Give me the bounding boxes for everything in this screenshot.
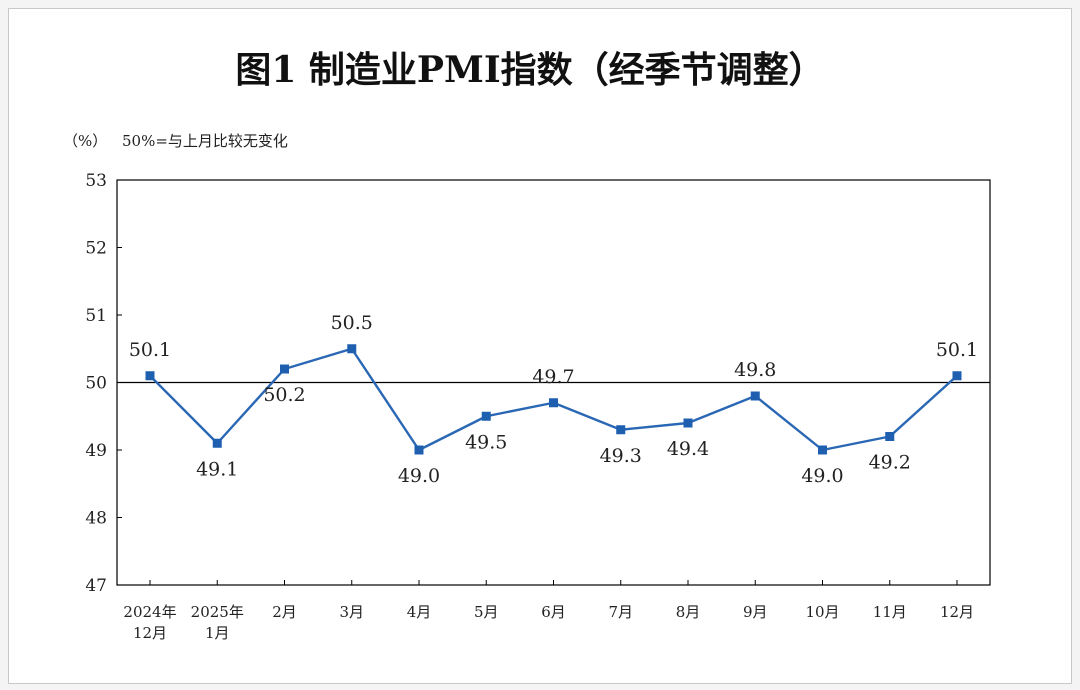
y-tick-label: 50	[85, 374, 107, 394]
data-label: 49.3	[600, 445, 642, 467]
data-point-marker	[616, 425, 626, 435]
x-tick-label: 4月	[407, 603, 432, 621]
x-tick-label: 9月	[743, 603, 768, 621]
data-label: 50.1	[129, 339, 171, 361]
y-tick-label: 49	[85, 441, 107, 461]
data-label: 50.2	[263, 384, 305, 406]
data-label: 50.5	[331, 312, 373, 334]
data-point-marker	[818, 445, 827, 455]
data-point-marker	[952, 371, 962, 381]
x-tick-label: 11月	[873, 603, 907, 621]
x-axis-ticks: 2024年 12月 2025年 1月 2月 3月 4月 5月 6月 7月 8月 9月 10月 11月 12月	[123, 580, 974, 642]
x-tick-label: 2月	[272, 603, 297, 621]
data-point-marker	[481, 411, 491, 421]
x-tick-label: 10月	[805, 603, 839, 621]
y-tick-label: 52	[85, 239, 107, 259]
data-labels: 50.1 49.1 50.2 50.5 49.0 49.5 49.7 49.3 49.4 49.8…	[129, 312, 978, 487]
x-tick-label: 2024年	[123, 603, 176, 621]
data-label: 49.2	[869, 452, 911, 474]
y-tick-label: 47	[85, 576, 107, 596]
chart-frame	[8, 8, 1072, 684]
x-tick-label: 3月	[339, 603, 364, 621]
reference-note: 50%=与上月比较无变化	[122, 132, 288, 150]
data-point-marker	[212, 438, 222, 448]
x-tick-label: 12月	[133, 624, 167, 642]
x-tick-label: 7月	[608, 603, 633, 621]
data-point-marker	[750, 391, 760, 401]
data-label: 50.1	[936, 339, 978, 361]
y-axis-unit-label: （%）	[63, 132, 107, 150]
data-label: 49.5	[465, 431, 507, 453]
data-point-marker	[549, 398, 558, 408]
data-label: 49.0	[398, 465, 440, 487]
data-point-marker	[280, 364, 289, 374]
data-label: 49.0	[801, 465, 843, 487]
data-label: 49.1	[196, 458, 238, 480]
x-tick-label: 8月	[676, 603, 701, 621]
data-point-marker	[885, 432, 895, 441]
y-tick-label: 51	[85, 306, 107, 326]
data-label: 49.4	[667, 438, 709, 460]
data-point-marker	[414, 445, 424, 455]
data-point-marker	[683, 418, 693, 428]
data-point-marker	[347, 344, 357, 354]
y-tick-label: 48	[85, 509, 107, 529]
chart-title: 图1 制造业PMI指数（经季节调整）	[235, 49, 824, 91]
x-tick-label: 1月	[205, 624, 230, 642]
x-tick-label: 2025年	[191, 603, 244, 621]
data-label: 49.8	[734, 359, 776, 381]
data-points	[145, 344, 962, 455]
y-axis-ticks: 47 48 49 50 51 52 53	[85, 171, 122, 596]
y-tick-label: 53	[85, 171, 107, 191]
data-label: 49.7	[532, 366, 574, 388]
x-tick-label: 5月	[474, 603, 499, 621]
data-point-marker	[145, 371, 155, 381]
x-tick-label: 12月	[940, 603, 974, 621]
x-tick-label: 6月	[541, 603, 566, 621]
